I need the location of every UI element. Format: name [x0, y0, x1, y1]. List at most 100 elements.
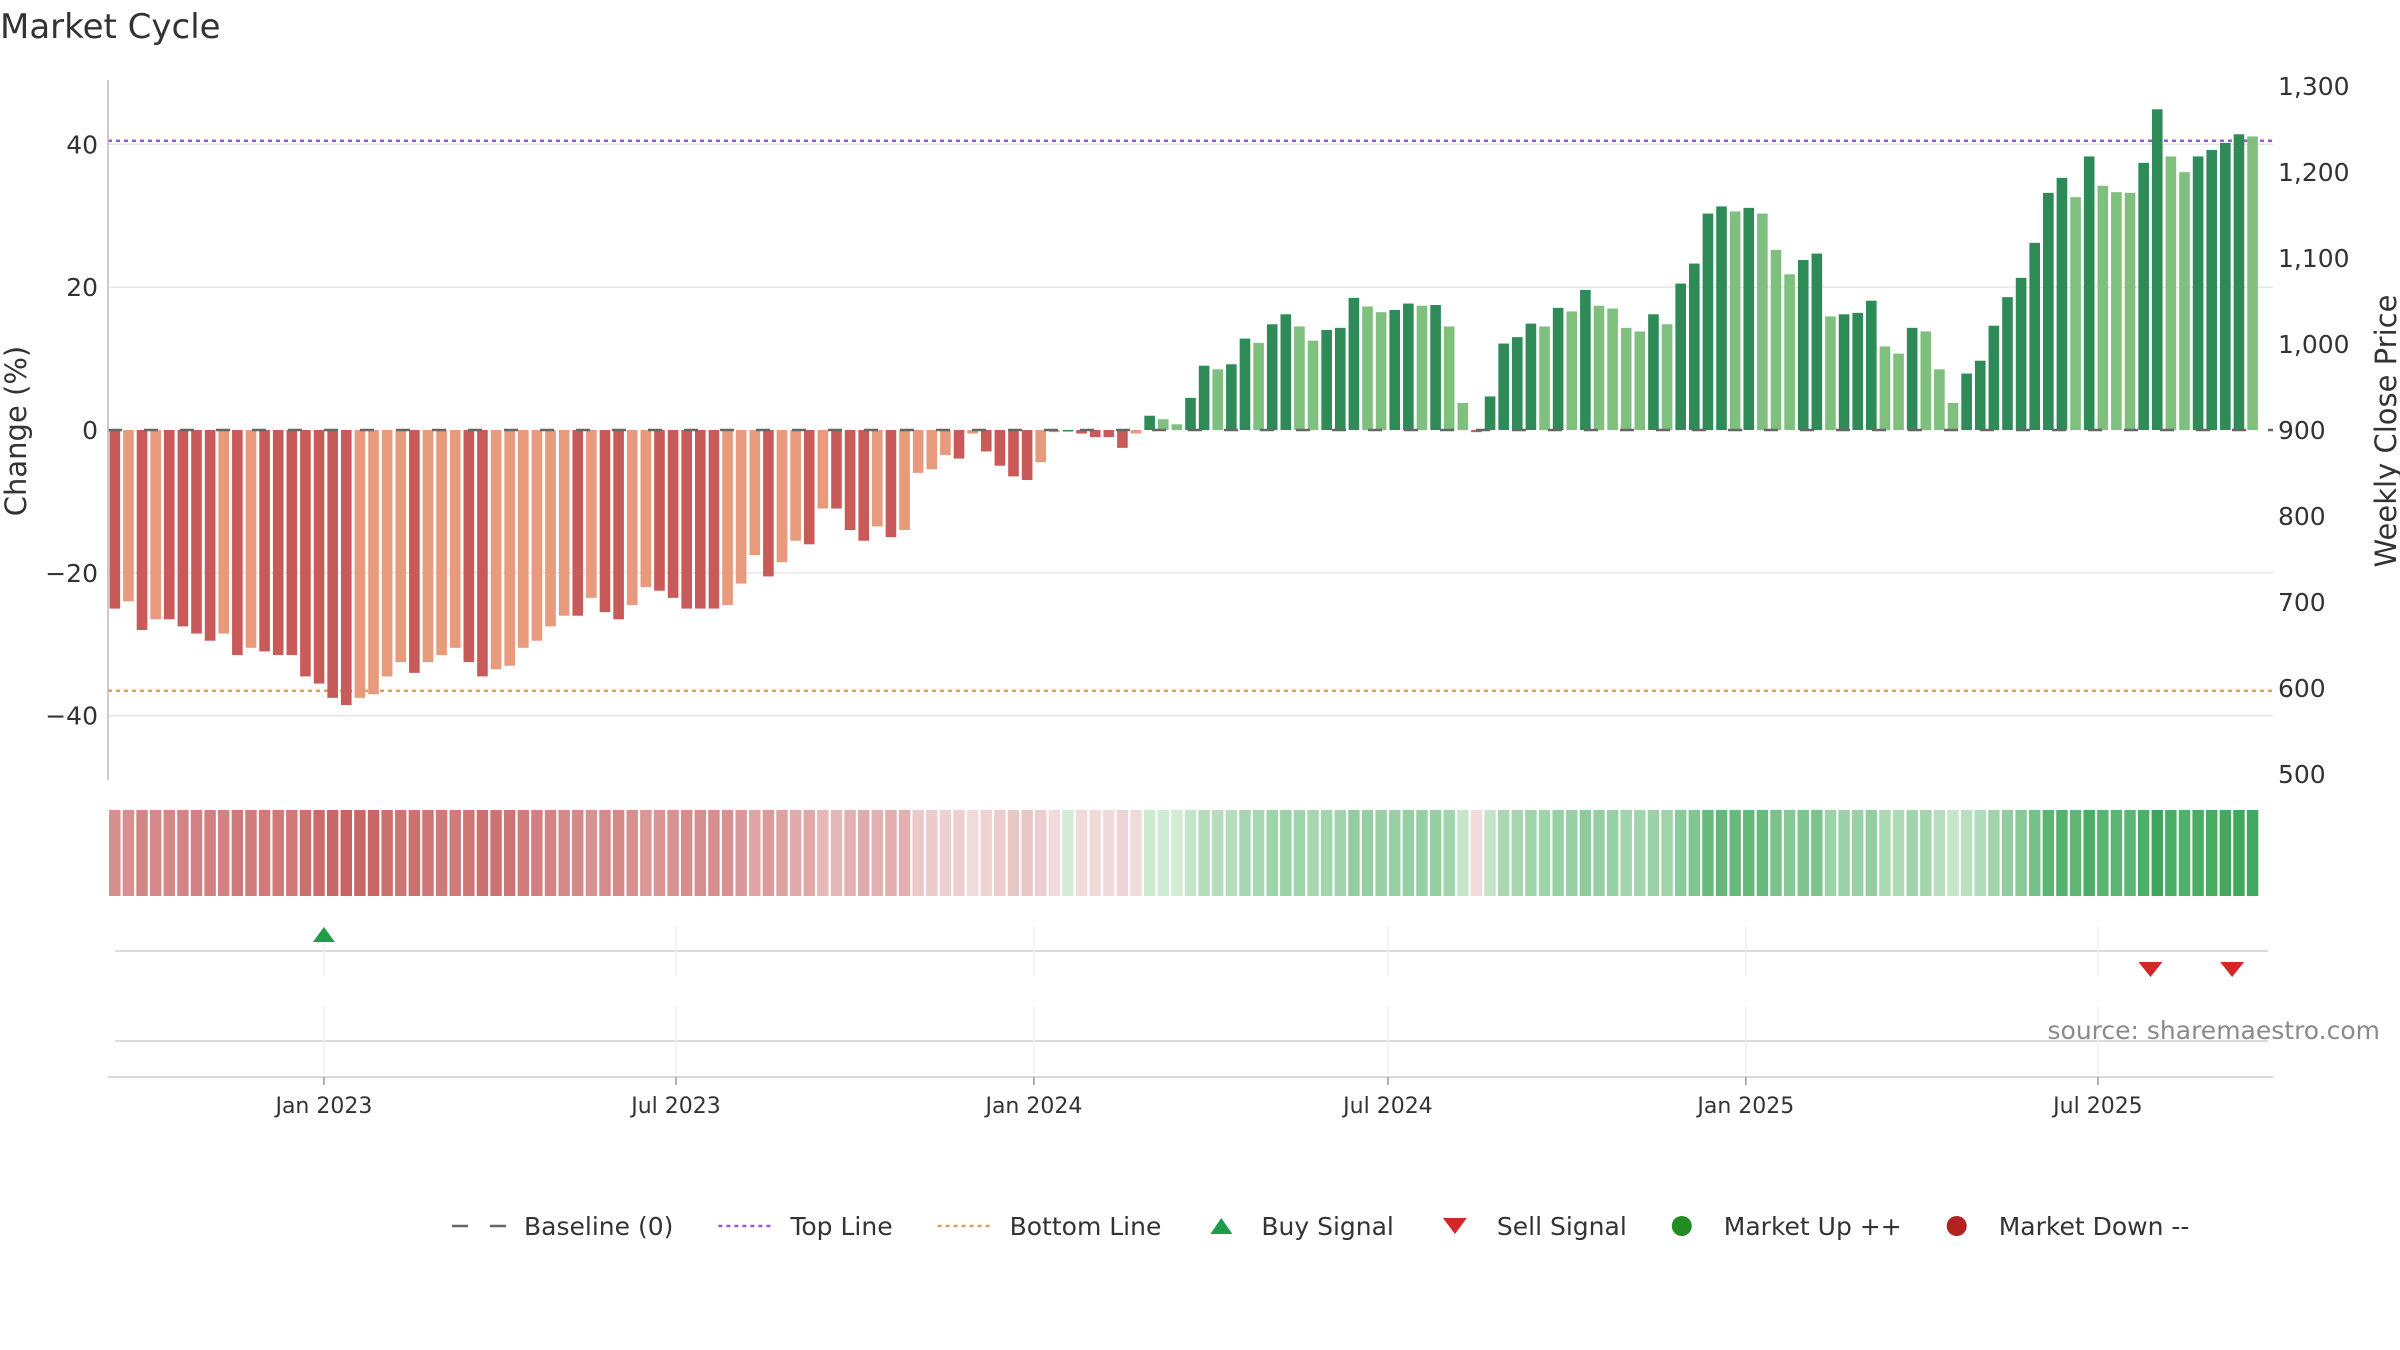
- change-bar: [912, 430, 924, 473]
- heat-cell: [1361, 810, 1374, 896]
- change-bar: [191, 430, 202, 634]
- change-bar: [2124, 192, 2136, 430]
- change-bar: [1797, 260, 1809, 430]
- heat-cell: [1933, 810, 1946, 896]
- change-bar: [1348, 297, 1360, 430]
- heat-cell: [2042, 810, 2055, 896]
- market-panel: [115, 1006, 2268, 1074]
- change-bar: [1117, 430, 1128, 448]
- heat-cell: [1021, 810, 1033, 896]
- change-bar: [259, 430, 270, 652]
- change-bar: [817, 430, 829, 509]
- heat-cell: [1824, 810, 1837, 896]
- heat-cell: [1266, 810, 1278, 896]
- heat-cell: [1334, 810, 1346, 896]
- heat-cell: [245, 810, 257, 896]
- change-bar: [517, 430, 529, 648]
- heat-cell: [2233, 810, 2245, 896]
- heat-cell: [422, 810, 434, 896]
- heat-cell: [1579, 810, 1592, 896]
- heat-cell: [149, 810, 162, 896]
- change-bar: [2070, 197, 2081, 430]
- heat-cell: [1606, 810, 1619, 896]
- change-bar: [109, 430, 121, 609]
- y2-tick-label: 800: [2278, 502, 2326, 531]
- heat-cell: [2206, 810, 2218, 896]
- change-bar: [2151, 109, 2163, 431]
- legend: Baseline (0) Top Line Bottom Line Buy Signa…: [452, 1212, 2189, 1241]
- legend-label: Sell Signal: [1497, 1212, 1627, 1241]
- heat-cell: [1062, 810, 1074, 896]
- change-bar: [1852, 312, 1864, 430]
- change-bar: [1008, 430, 1019, 477]
- heat-cell: [1702, 810, 1714, 896]
- sell-signal-marker: [2138, 962, 2163, 977]
- heat-cell: [2246, 810, 2259, 896]
- change-bar: [803, 430, 815, 545]
- heat-cell: [2219, 810, 2232, 896]
- heat-cell: [1484, 810, 1496, 896]
- heat-cell: [1470, 810, 1483, 896]
- change-bar: [790, 430, 801, 541]
- change-bar: [136, 430, 148, 630]
- change-bar: [831, 430, 842, 509]
- heat-cell: [789, 810, 802, 896]
- heat-cell: [708, 810, 720, 896]
- y2-tick-label: 1,300: [2278, 72, 2350, 101]
- change-bar: [2179, 172, 2190, 430]
- change-bar: [1103, 430, 1115, 438]
- heat-cell: [1239, 810, 1251, 896]
- change-bar: [2165, 156, 2177, 430]
- heat-cell: [871, 810, 884, 896]
- change-bar: [368, 430, 379, 695]
- change-bar: [1430, 305, 1441, 430]
- change-bar: [422, 430, 434, 663]
- heat-cell: [721, 810, 734, 896]
- change-bar: [1539, 326, 1550, 430]
- change-bar: [2192, 156, 2204, 430]
- heat-cell: [653, 810, 666, 896]
- heat-cell: [1525, 810, 1537, 896]
- y2-tick-label: 500: [2278, 760, 2326, 789]
- change-bar: [1961, 373, 1972, 430]
- legend-item: Buy Signal: [1210, 1212, 1394, 1241]
- change-bar: [1403, 303, 1414, 430]
- change-bar: [994, 430, 1006, 466]
- change-bar: [490, 430, 502, 670]
- heat-cell: [1797, 810, 1809, 896]
- legend-item: Top Line: [718, 1212, 893, 1241]
- change-bar: [2097, 185, 2109, 430]
- change-bar: [1988, 325, 2000, 430]
- y2-axis-label: Weekly Close Price: [2369, 295, 2400, 568]
- y-tick-label: 0: [82, 416, 98, 445]
- heat-cell: [626, 810, 638, 896]
- change-bar: [681, 430, 693, 609]
- heat-cell: [898, 810, 911, 896]
- legend-sell-swatch: [1442, 1218, 1467, 1234]
- heat-cell: [204, 810, 216, 896]
- change-bar: [2056, 177, 2068, 430]
- heat-cell: [680, 810, 693, 896]
- y2-tick-label: 700: [2278, 588, 2326, 617]
- change-bar: [1130, 430, 1142, 434]
- change-bar: [1634, 331, 1646, 430]
- change-bar: [1457, 402, 1469, 430]
- y2-tick-label: 900: [2278, 416, 2326, 445]
- heat-cell: [1157, 810, 1169, 896]
- heat-cell: [572, 810, 584, 896]
- change-bar: [1770, 250, 1782, 430]
- heat-cell: [299, 810, 312, 896]
- heat-cell: [381, 810, 393, 896]
- change-bar: [1062, 430, 1074, 432]
- legend-label: Bottom Line: [1010, 1212, 1162, 1241]
- heat-cell: [1879, 810, 1891, 896]
- heat-cell: [2151, 810, 2163, 896]
- sell-signal-marker: [2220, 962, 2245, 977]
- heat-cell: [1457, 810, 1469, 896]
- heat-cell: [1293, 810, 1306, 896]
- heat-cell: [912, 810, 924, 896]
- heat-cell: [1947, 810, 1959, 896]
- change-bar: [2083, 156, 2095, 430]
- change-bar: [272, 430, 284, 655]
- change-bar: [1226, 364, 1237, 430]
